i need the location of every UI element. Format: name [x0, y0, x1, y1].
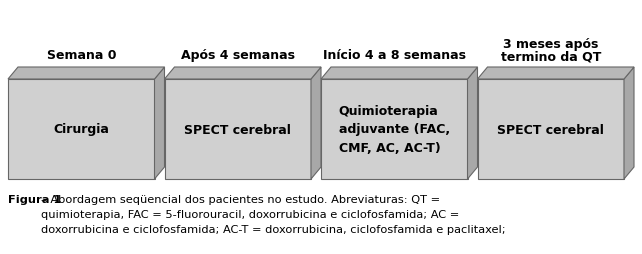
Polygon shape: [478, 68, 634, 80]
Polygon shape: [8, 68, 164, 80]
Text: SPECT cerebral: SPECT cerebral: [184, 123, 291, 136]
Polygon shape: [311, 68, 321, 179]
Text: termino da QT: termino da QT: [501, 51, 601, 64]
Text: 3 meses após: 3 meses após: [503, 38, 598, 51]
Polygon shape: [321, 68, 478, 80]
Text: SPECT cerebral: SPECT cerebral: [498, 123, 604, 136]
Polygon shape: [624, 68, 634, 179]
Text: Após 4 semanas: Após 4 semanas: [181, 49, 295, 62]
Text: Início 4 a 8 semanas: Início 4 a 8 semanas: [323, 49, 465, 62]
Polygon shape: [8, 80, 155, 179]
Polygon shape: [321, 80, 467, 179]
Text: Quimioterapia
adjuvante (FAC,
CMF, AC, AC-T): Quimioterapia adjuvante (FAC, CMF, AC, A…: [339, 105, 450, 154]
Polygon shape: [478, 80, 624, 179]
Text: Semana 0: Semana 0: [46, 49, 116, 62]
Polygon shape: [164, 68, 321, 80]
Polygon shape: [164, 80, 311, 179]
Text: – Abordagem seqüencial dos pacientes no estudo. Abreviaturas: QT =
quimioterapia: – Abordagem seqüencial dos pacientes no …: [41, 194, 506, 234]
Polygon shape: [155, 68, 164, 179]
Text: Figura 1: Figura 1: [8, 194, 62, 204]
Text: Cirurgia: Cirurgia: [53, 123, 109, 136]
Polygon shape: [467, 68, 478, 179]
